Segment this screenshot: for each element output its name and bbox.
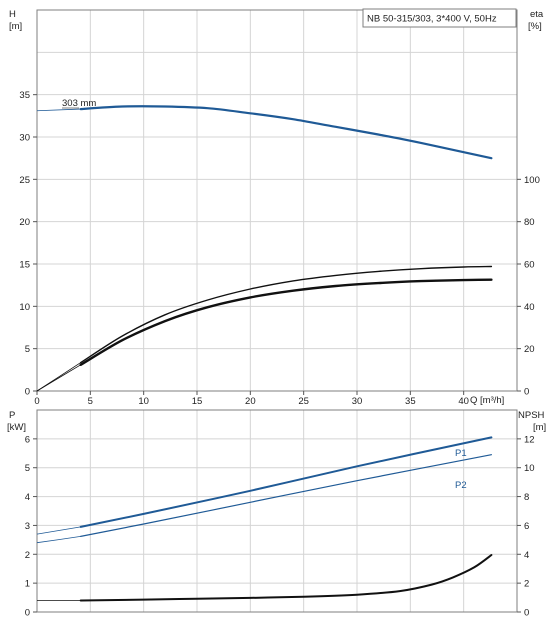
y-right-tick-label: 100: [524, 175, 540, 186]
y-right-tick-label: 80: [524, 217, 535, 228]
top-plot-frame: [36, 9, 518, 392]
series-p1: [79, 436, 493, 528]
bottom-left-axis-name: P: [9, 410, 15, 421]
bottom-y-right-tick-label: 12: [524, 434, 535, 445]
y-left-tick-label: 30: [19, 133, 30, 144]
x-tick-label: 5: [88, 396, 93, 407]
head-curve-extension: [36, 108, 81, 112]
x-tick-label: 25: [298, 396, 309, 407]
bottom-y-left-tick-label: 4: [25, 492, 30, 503]
series-extension-1: [36, 536, 81, 544]
bottom-right-axis-unit: [m]: [533, 422, 546, 433]
series-label-p1: P1: [455, 448, 467, 459]
efficiency-curve-lower: [79, 278, 493, 366]
y-right-tick-label: 20: [524, 344, 535, 355]
bottom-y-right-tick-label: 10: [524, 463, 535, 474]
bottom-y-left-tick-label: 6: [25, 434, 30, 445]
bottom-y-right-tick-label: 4: [524, 550, 529, 561]
y-left-tick-label: 35: [19, 90, 30, 101]
chart-title: NB 50-315/303, 3*400 V, 50Hz: [367, 14, 497, 25]
bottom-right-axis-name: NPSH: [518, 410, 545, 421]
bottom-y-right-tick-label: 2: [524, 579, 529, 590]
head-efficiency-panel: 0 5 10 15 20 25 30 35 40 0 5 10 15 20 25 30 35 0 20 40 60 80 1…: [9, 8, 544, 407]
curve-label-303mm: 303 mm: [62, 98, 96, 109]
top-right-axis-unit: [%]: [528, 21, 542, 32]
bottom-y-right-tick-label: 0: [524, 608, 529, 619]
x-tick-label: 0: [34, 396, 39, 407]
y-left-tick-label: 10: [19, 302, 30, 313]
top-grid: [37, 10, 517, 391]
top-left-axis-name: H: [9, 9, 16, 20]
bottom-left-axis-unit: [kW]: [7, 422, 26, 433]
bottom-y-left-tick-label: 3: [25, 521, 30, 532]
x-tick-label: 10: [138, 396, 149, 407]
top-right-axis-name: eta: [530, 9, 544, 20]
bottom-plot-frame: [36, 409, 518, 613]
x-tick-label: 30: [352, 396, 363, 407]
y-left-tick-label: 5: [25, 344, 30, 355]
x-axis-label: Q [m³/h]: [470, 395, 504, 406]
bottom-y-right-tick-label: 8: [524, 492, 529, 503]
efficiency-curve-upper-extension: [36, 362, 82, 392]
bottom-y-left-tick-label: 0: [25, 608, 30, 619]
y-right-tick-label: 0: [524, 387, 529, 398]
x-tick-label: 20: [245, 396, 256, 407]
y-left-tick-label: 25: [19, 175, 30, 186]
top-axis-ticks: 0 5 10 15 20 25 30 35 40 0 5 10 15 20 25 30 35 0 20 40 60 80 1…: [19, 90, 539, 407]
top-series-group: [36, 105, 493, 392]
series-p2: [80, 454, 492, 537]
bottom-grid: [37, 410, 517, 612]
head-curve-303mm: [79, 105, 493, 160]
y-right-tick-label: 40: [524, 302, 535, 313]
bottom-y-right-tick-label: 6: [524, 521, 529, 532]
y-left-tick-label: 0: [25, 387, 30, 398]
x-tick-label: 40: [458, 396, 469, 407]
y-right-tick-label: 60: [524, 260, 535, 271]
series-extension-0: [36, 526, 81, 535]
bottom-y-left-tick-label: 2: [25, 550, 30, 561]
x-tick-label: 15: [192, 396, 203, 407]
top-left-axis-unit: [m]: [9, 21, 22, 32]
title-box: [362, 8, 517, 28]
bottom-series-group: [36, 436, 493, 602]
y-left-tick-label: 15: [19, 260, 30, 271]
x-tick-label: 35: [405, 396, 416, 407]
bottom-y-left-tick-label: 1: [25, 579, 30, 590]
series-label-p2: P2: [455, 480, 467, 491]
efficiency-curve-upper: [80, 265, 493, 364]
y-left-tick-label: 20: [19, 217, 30, 228]
bottom-y-left-tick-label: 5: [25, 463, 30, 474]
npsh-curve: [79, 554, 493, 602]
